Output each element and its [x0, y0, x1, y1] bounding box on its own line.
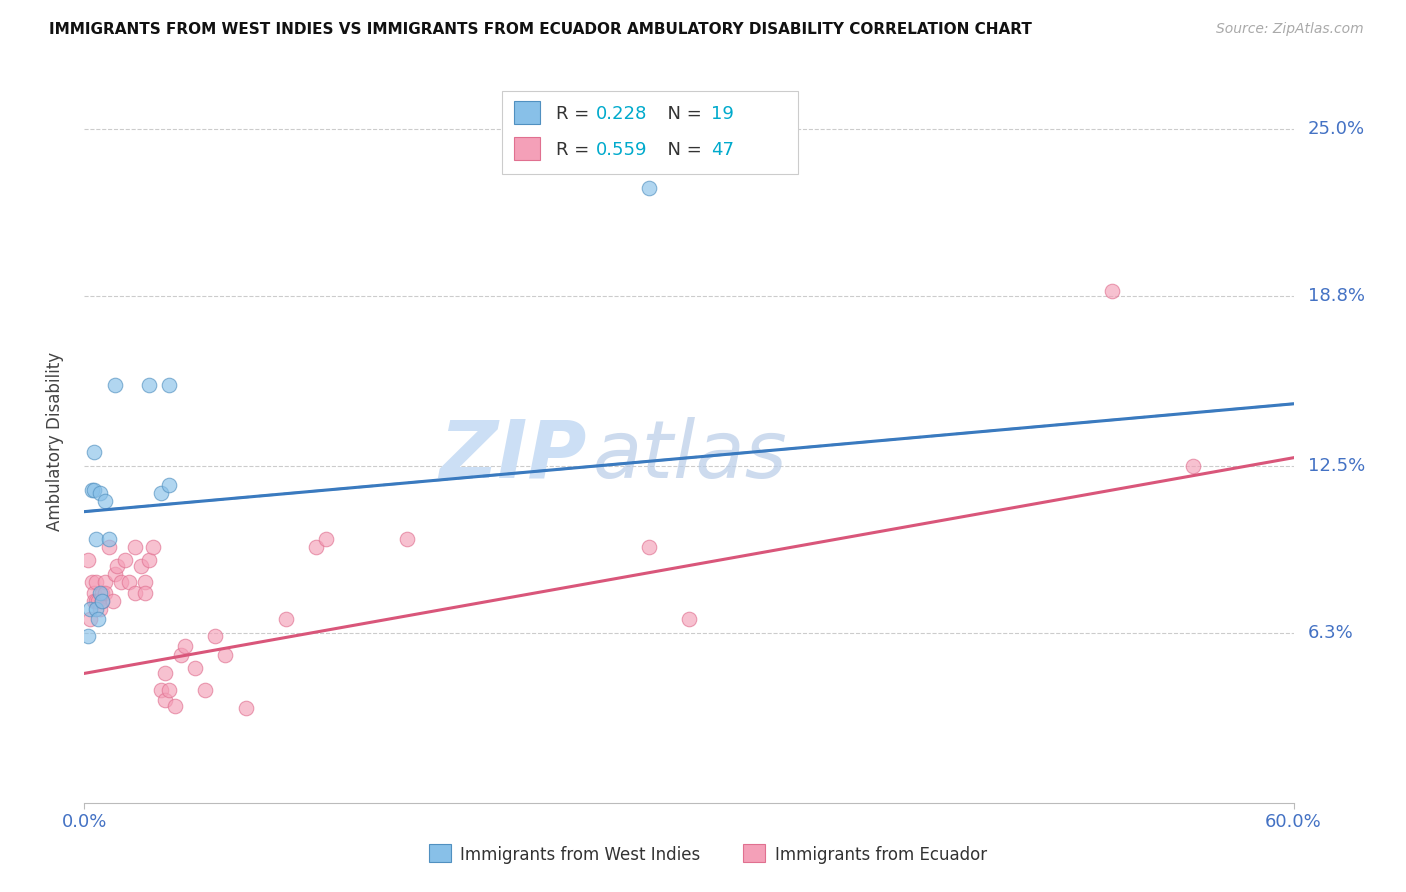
Point: [93, 574, 115, 589]
Text: 19: 19: [710, 105, 734, 123]
Point: [149, 485, 172, 500]
Point: [315, 532, 337, 546]
Text: ZIP: ZIP: [439, 417, 586, 495]
Point: [235, 701, 257, 715]
Text: atlas: atlas: [592, 417, 787, 495]
Text: 12.5%: 12.5%: [1308, 457, 1365, 475]
Point: [83, 585, 105, 599]
Point: [170, 648, 193, 662]
Point: [134, 585, 156, 599]
Point: [93, 585, 115, 599]
Text: 6.3%: 6.3%: [1308, 624, 1354, 642]
Point: [204, 629, 226, 643]
Text: N =: N =: [657, 105, 707, 123]
Text: N =: N =: [657, 141, 707, 160]
Point: [83, 593, 105, 607]
Point: [86, 601, 108, 615]
Point: [104, 566, 127, 581]
Point: [165, 698, 187, 713]
Text: 25.0%: 25.0%: [1308, 120, 1365, 137]
Point: [101, 593, 124, 607]
Y-axis label: Ambulatory Disability: Ambulatory Disability: [45, 352, 63, 531]
Point: [91, 593, 114, 607]
Point: [118, 574, 141, 589]
Point: [637, 540, 659, 554]
Point: [124, 585, 146, 599]
Point: [97, 532, 120, 546]
Text: IMMIGRANTS FROM WEST INDIES VS IMMIGRANTS FROM ECUADOR AMBULATORY DISABILITY COR: IMMIGRANTS FROM WEST INDIES VS IMMIGRANT…: [49, 22, 1032, 37]
Point: [157, 378, 180, 392]
FancyBboxPatch shape: [429, 844, 451, 862]
Point: [89, 601, 111, 615]
Point: [129, 558, 152, 573]
Point: [274, 612, 297, 626]
Text: 0.559: 0.559: [596, 141, 647, 160]
Text: Immigrants from Ecuador: Immigrants from Ecuador: [775, 846, 987, 863]
Point: [87, 593, 110, 607]
Point: [83, 445, 105, 459]
Text: R =: R =: [555, 141, 595, 160]
Point: [110, 574, 132, 589]
Point: [104, 378, 127, 392]
Point: [142, 540, 165, 554]
Point: [637, 181, 659, 195]
Text: 0.228: 0.228: [596, 105, 647, 123]
Point: [79, 601, 101, 615]
Point: [86, 593, 108, 607]
Point: [305, 540, 328, 554]
Text: Immigrants from West Indies: Immigrants from West Indies: [460, 846, 700, 863]
Point: [124, 540, 146, 554]
Point: [91, 585, 114, 599]
Point: [138, 553, 160, 567]
Point: [83, 483, 105, 497]
Point: [86, 574, 108, 589]
Point: [105, 558, 128, 573]
Point: [1181, 458, 1204, 473]
Text: R =: R =: [555, 105, 595, 123]
Point: [153, 693, 176, 707]
Point: [91, 593, 114, 607]
Point: [134, 574, 156, 589]
Point: [153, 666, 176, 681]
Point: [184, 661, 207, 675]
Point: [77, 629, 100, 643]
Point: [149, 682, 172, 697]
Point: [678, 612, 700, 626]
Point: [82, 574, 104, 589]
Point: [97, 540, 120, 554]
Text: 18.8%: 18.8%: [1308, 287, 1365, 305]
Point: [194, 682, 217, 697]
Point: [77, 553, 100, 567]
Point: [395, 532, 418, 546]
Point: [157, 477, 180, 491]
FancyBboxPatch shape: [513, 102, 540, 124]
Point: [157, 682, 180, 697]
Point: [87, 612, 110, 626]
Text: 47: 47: [710, 141, 734, 160]
Point: [89, 485, 111, 500]
Point: [89, 585, 111, 599]
FancyBboxPatch shape: [744, 844, 765, 862]
Point: [214, 648, 236, 662]
Point: [138, 378, 160, 392]
FancyBboxPatch shape: [502, 91, 797, 174]
Point: [93, 493, 115, 508]
Point: [79, 612, 101, 626]
Point: [174, 640, 197, 654]
Point: [1101, 284, 1123, 298]
Text: Source: ZipAtlas.com: Source: ZipAtlas.com: [1216, 22, 1364, 37]
Point: [86, 532, 108, 546]
Point: [82, 483, 104, 497]
FancyBboxPatch shape: [513, 137, 540, 160]
Point: [114, 553, 136, 567]
